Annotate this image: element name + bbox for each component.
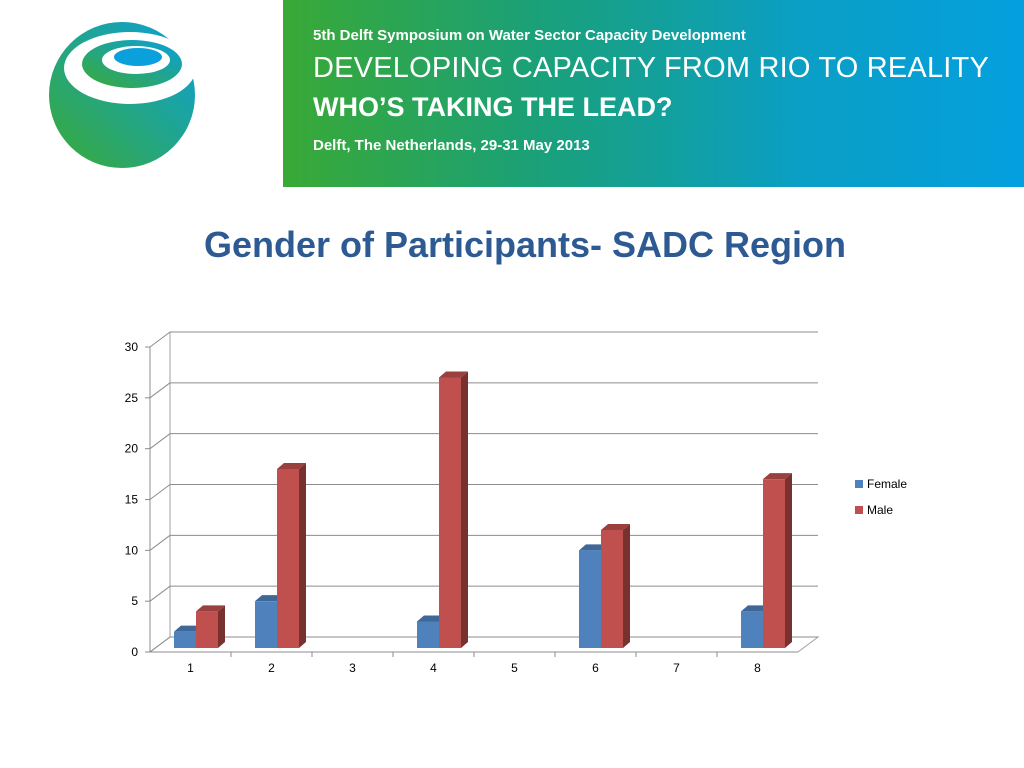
gridline-diagonal [149, 331, 171, 348]
slide-title: Gender of Participants- SADC Region [203, 224, 847, 265]
x-tick-label: 5 [511, 661, 518, 675]
x-tick-label: 7 [673, 661, 680, 675]
symposium-banner: 5th Delft Symposium on Water Sector Capa… [283, 0, 1024, 187]
legend-swatch-male [855, 506, 863, 514]
legend-swatch-female [855, 480, 863, 488]
x-tick-label: 1 [187, 661, 194, 675]
bar-male [601, 530, 623, 648]
y-tick-label: 10 [125, 543, 139, 557]
gender-bar-chart: 0 5 10 15 20 25 30 1 2 3 4 5 6 7 8 Female Male [125, 331, 907, 675]
y-tick-label: 30 [125, 340, 139, 354]
bar-female [255, 601, 277, 648]
bar-top [417, 615, 446, 622]
x-tick-label: 2 [268, 661, 275, 675]
bar-side [785, 473, 792, 648]
bar-female [174, 631, 196, 648]
gridline-diagonal [149, 382, 171, 399]
bar-top [277, 463, 306, 469]
chart-floor [148, 636, 820, 653]
gridline-diagonal [149, 534, 171, 551]
banner-subtitle: 5th Delft Symposium on Water Sector Capa… [313, 27, 746, 44]
gridline-diagonal [149, 585, 171, 602]
bar-top [255, 595, 284, 602]
gridline-diagonal [149, 636, 171, 653]
y-tick-label: 25 [125, 391, 139, 405]
bar-top [196, 605, 225, 612]
gridline-diagonal [149, 433, 171, 450]
bar-side [623, 524, 630, 648]
banner-location-date: Delft, The Netherlands, 29-31 May 2013 [313, 137, 590, 154]
bar-female [579, 550, 601, 648]
legend-label-male: Male [867, 503, 893, 517]
bar-top [763, 473, 792, 480]
y-tick-label: 15 [125, 493, 139, 507]
bar-side [299, 463, 306, 648]
bar-top [439, 371, 468, 378]
bar-side [218, 605, 225, 648]
y-tick-label: 20 [125, 442, 139, 456]
y-tick-label: 5 [131, 594, 138, 608]
y-tick-label: 0 [131, 645, 138, 659]
bar-top [601, 524, 630, 530]
x-tick-label: 3 [349, 661, 356, 675]
banner-headline-2: WHO’S TAKING THE LEAD? [313, 92, 673, 122]
bar-side [461, 371, 468, 648]
x-tick-label: 6 [592, 661, 599, 675]
x-tick-label: 4 [430, 661, 437, 675]
bar-male [439, 377, 461, 648]
bar-top [741, 605, 770, 612]
bar-female [741, 611, 763, 648]
banner-headline-1: DEVELOPING CAPACITY FROM RIO TO REALITY [313, 52, 990, 84]
bar-male [763, 479, 785, 648]
bar-top [174, 625, 203, 632]
symposium-logo [49, 22, 196, 168]
bar-female [417, 621, 439, 648]
bar-male [277, 469, 299, 648]
x-tick-label: 8 [754, 661, 761, 675]
bar-male [196, 611, 218, 648]
legend-label-female: Female [867, 477, 907, 491]
gridline-diagonal [149, 484, 171, 500]
bar-top [579, 544, 608, 551]
